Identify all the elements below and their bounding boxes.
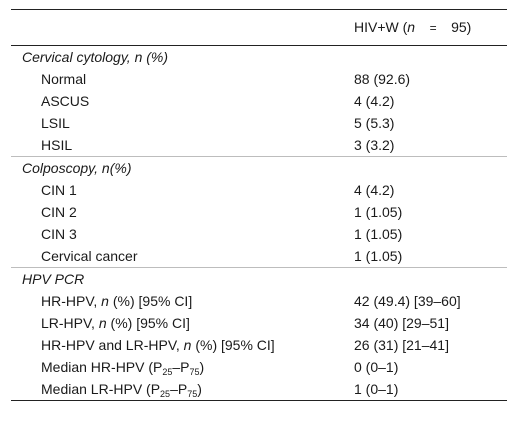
table-row: LSIL 5 (5.3) — [11, 112, 507, 134]
header-n-symbol: n — [407, 19, 416, 35]
row-label: Cervical cancer — [41, 248, 138, 264]
table-row: Median HR-HPV (P25–P75) 0 (0–1) — [11, 356, 507, 378]
row-label: LSIL — [41, 115, 70, 131]
row-label: CIN 1 — [41, 182, 77, 198]
row-value: 1 (1.05) — [354, 204, 403, 220]
table-row: HSIL 3 (3.2) — [11, 134, 507, 157]
header-empty-cell — [11, 9, 354, 46]
row-label: HR-HPV and LR-HPV, n (%) [95% CI] — [41, 337, 275, 353]
table-row: Cervical cancer 1 (1.05) — [11, 245, 507, 268]
table-row: Median LR-HPV (P25–P75) 1 (0–1) — [11, 378, 507, 401]
row-value: 3 (3.2) — [354, 137, 395, 153]
row-value: 1 (1.05) — [354, 226, 403, 242]
row-value: 4 (4.2) — [354, 93, 395, 109]
section-title: HPV PCR — [11, 267, 507, 290]
row-value: 5 (5.3) — [354, 115, 395, 131]
section-title-row: Colposcopy, n(%) — [11, 156, 507, 179]
data-table: HIV+W (n = 95) Cervical cytology, n (%) No… — [11, 9, 507, 401]
row-label: HR-HPV, n (%) [95% CI] — [41, 293, 193, 309]
table-row: ASCUS 4 (4.2) — [11, 90, 507, 112]
row-value: 4 (4.2) — [354, 182, 395, 198]
table-row: CIN 1 4 (4.2) — [11, 179, 507, 201]
row-value: 1 (0–1) — [354, 378, 507, 401]
section-title-row: HPV PCR — [11, 267, 507, 290]
header-row: HIV+W (n = 95) — [11, 9, 507, 46]
row-label: LR-HPV, n (%) [95% CI] — [41, 315, 190, 331]
row-label: CIN 3 — [41, 226, 77, 242]
table-row: Normal 88 (92.6) — [11, 68, 507, 90]
header-group-cell: HIV+W (n = 95) — [354, 9, 507, 46]
section-title-row: Cervical cytology, n (%) — [11, 46, 507, 69]
row-label: Normal — [41, 71, 87, 87]
table-row: CIN 3 1 (1.05) — [11, 223, 507, 245]
row-value: 0 (0–1) — [354, 359, 399, 375]
row-label: ASCUS — [41, 93, 90, 109]
row-value: 42 (49.4) [39–60] — [354, 293, 461, 309]
row-label: Median LR-HPV (P25–P75) — [11, 378, 354, 401]
row-value: 88 (92.6) — [354, 71, 411, 87]
row-value: 26 (31) [21–41] — [354, 337, 449, 353]
header-n-value: 95) — [451, 19, 472, 35]
table-row: LR-HPV, n (%) [95% CI] 34 (40) [29–51] — [11, 312, 507, 334]
header-group-label: HIV+W ( — [354, 19, 408, 35]
section-title: Cervical cytology, n (%) — [22, 49, 169, 65]
table-row: CIN 2 1 (1.05) — [11, 201, 507, 223]
row-value: 1 (1.05) — [354, 248, 403, 264]
table-row: HR-HPV and LR-HPV, n (%) [95% CI] 26 (31… — [11, 334, 507, 356]
header-equals: = — [429, 21, 437, 35]
row-label: HSIL — [41, 137, 73, 153]
row-value: 34 (40) [29–51] — [354, 315, 449, 331]
row-label: CIN 2 — [41, 204, 77, 220]
row-label: Median HR-HPV (P25–P75) — [41, 359, 205, 377]
table-row: HR-HPV, n (%) [95% CI] 42 (49.4) [39–60] — [11, 290, 507, 312]
section-title: Colposcopy, n(%) — [11, 156, 507, 179]
